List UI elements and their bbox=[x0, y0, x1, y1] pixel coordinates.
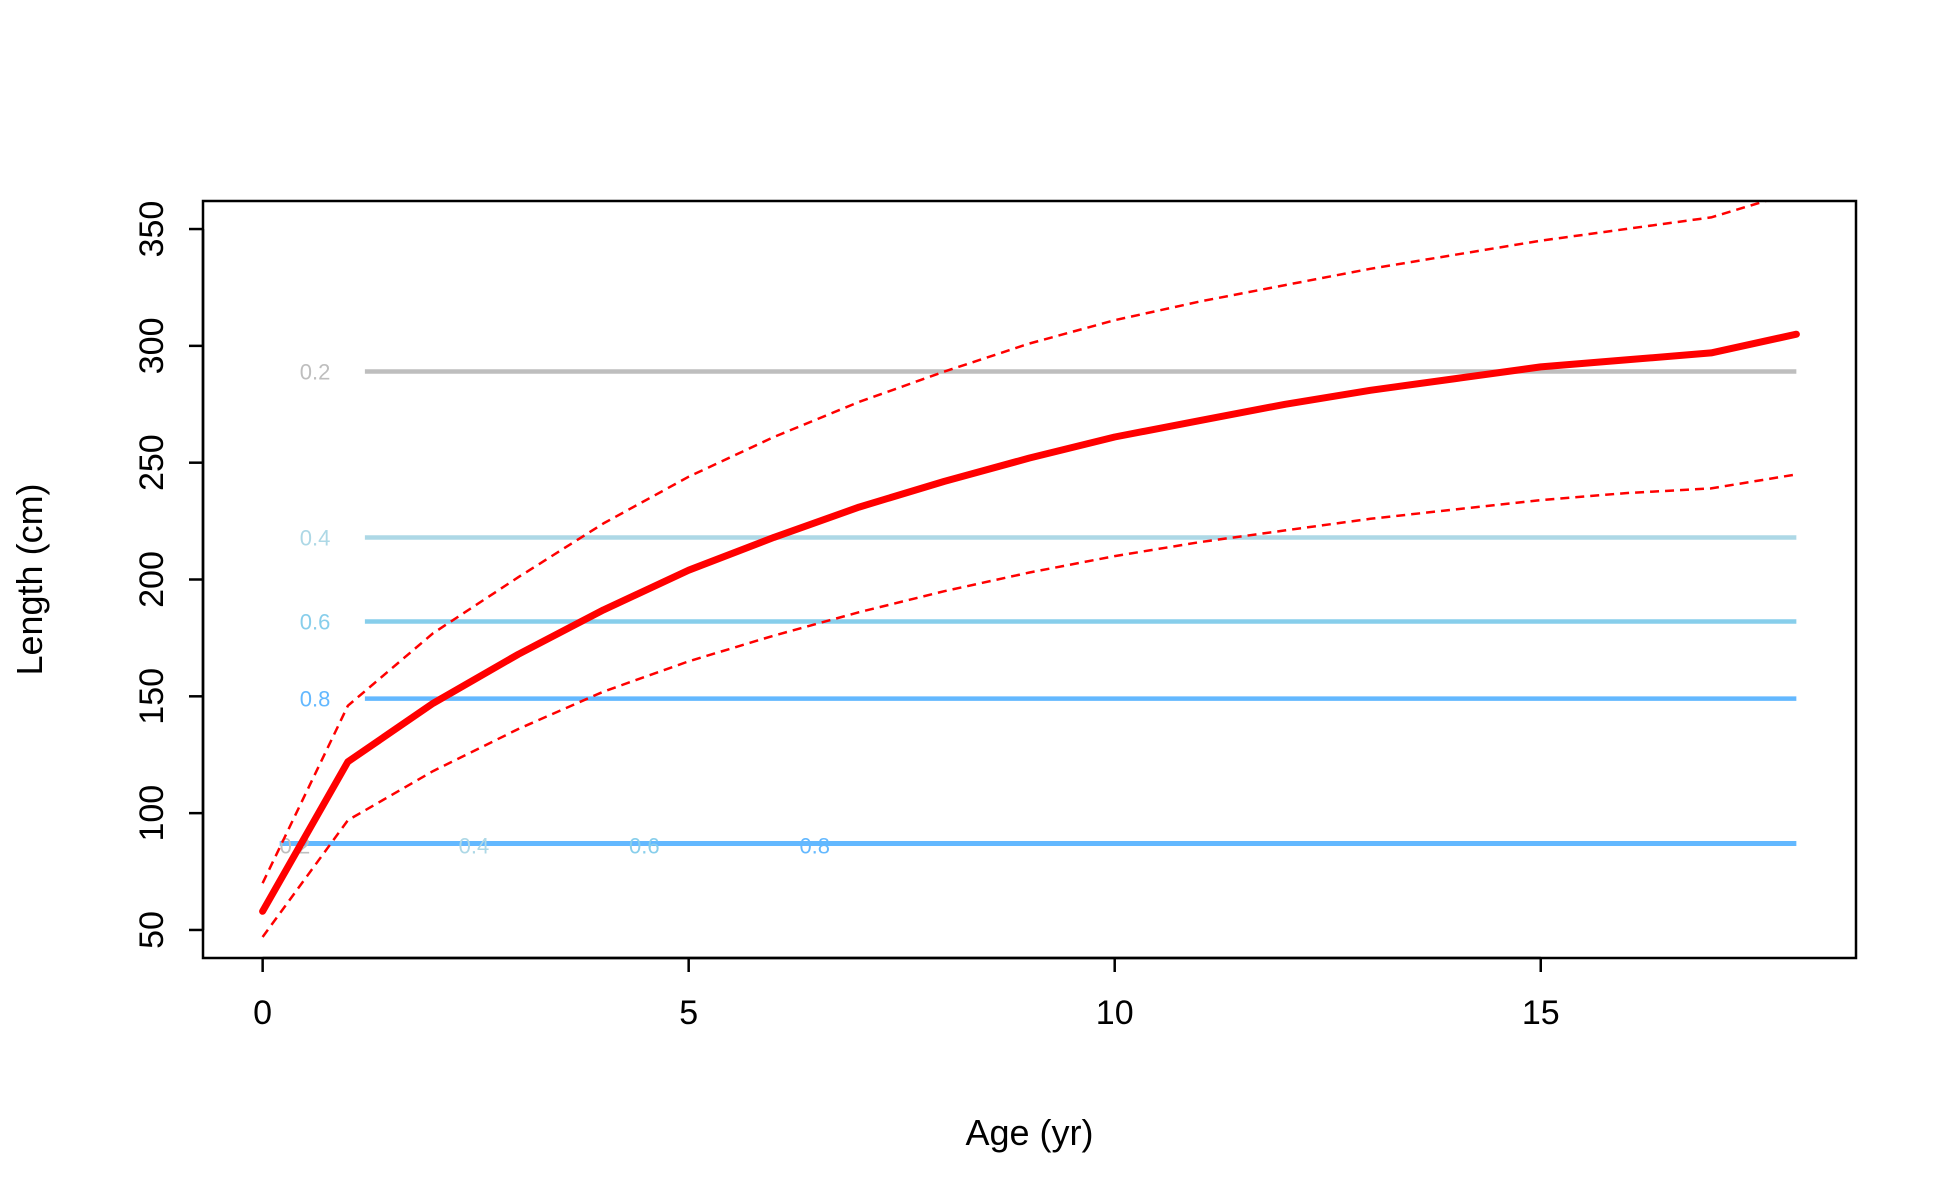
series-line-0 bbox=[259, 330, 1800, 915]
x-axis: 0 5 10 15 bbox=[253, 956, 1560, 1032]
reference-label-0.4: 0.4 bbox=[300, 525, 331, 550]
bottom-reference-label-0.6: 0.6 bbox=[629, 834, 660, 859]
x-tick-label-15: 15 bbox=[1522, 994, 1560, 1032]
y-tick-label-100: 100 bbox=[133, 785, 171, 842]
series-lines bbox=[259, 201, 1800, 938]
series-line-2 bbox=[261, 473, 1797, 938]
y-tick-label-350: 350 bbox=[133, 201, 171, 258]
y-tick-label-50: 50 bbox=[133, 911, 171, 949]
y-axis: 50 100 150 200 250 300 350 bbox=[133, 201, 205, 949]
y-axis-title: Length (cm) bbox=[9, 483, 50, 675]
y-tick-label-200: 200 bbox=[133, 551, 171, 608]
bottom-reference-label-0.4: 0.4 bbox=[459, 834, 490, 859]
x-tick-label-0: 0 bbox=[253, 994, 272, 1032]
reference-label-0.8: 0.8 bbox=[300, 687, 331, 712]
reference-lines: 0.20.40.60.80.2 0.4 0.6 0.8 bbox=[279, 360, 1797, 859]
x-tick-label-5: 5 bbox=[679, 994, 698, 1032]
reference-label-0.2: 0.2 bbox=[300, 360, 331, 385]
y-tick-label-250: 250 bbox=[133, 434, 171, 491]
x-axis-title: Age (yr) bbox=[965, 1112, 1093, 1153]
x-tick-label-10: 10 bbox=[1096, 994, 1134, 1032]
series-line-1 bbox=[261, 201, 1770, 884]
y-tick-label-150: 150 bbox=[133, 668, 171, 725]
bottom-reference-label-0.8: 0.8 bbox=[799, 834, 830, 859]
reference-label-0.6: 0.6 bbox=[300, 610, 331, 635]
y-tick-label-300: 300 bbox=[133, 317, 171, 374]
